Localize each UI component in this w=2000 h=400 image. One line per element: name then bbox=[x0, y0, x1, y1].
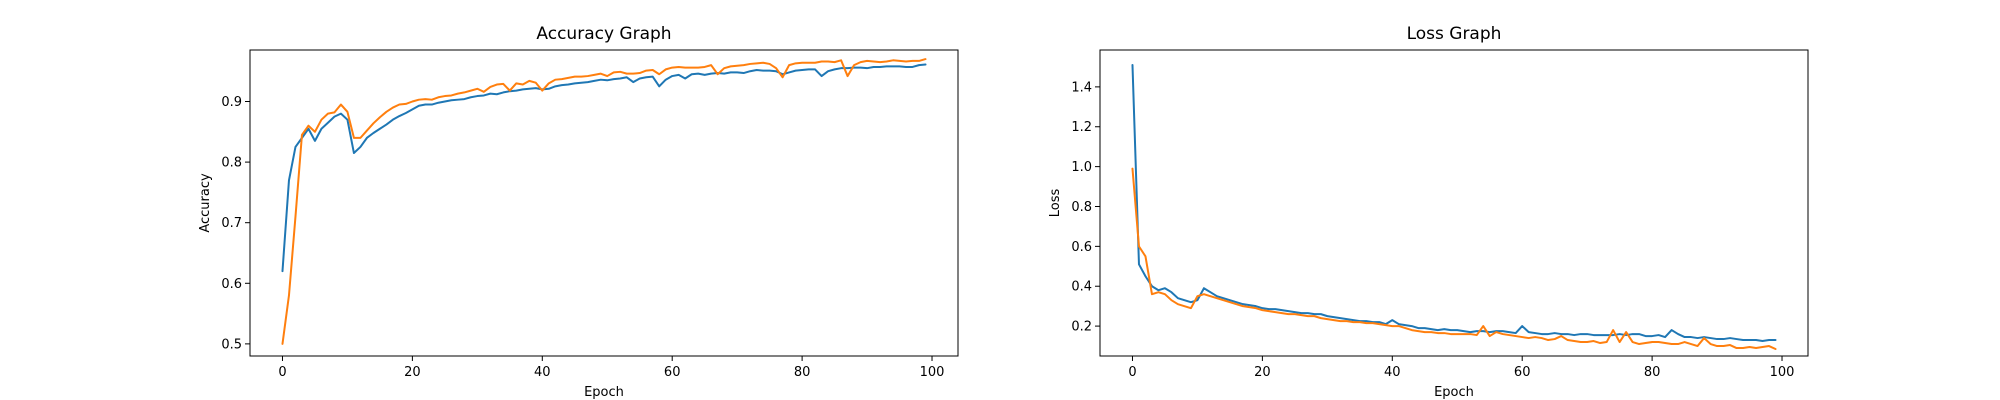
loss-x-tick-label: 60 bbox=[1514, 365, 1531, 380]
accuracy-x-tick-label: 20 bbox=[404, 365, 421, 380]
loss-y-tick-label: 0.4 bbox=[1071, 280, 1092, 295]
loss-title: Loss Graph bbox=[1407, 24, 1502, 44]
loss-x-tick-label: 40 bbox=[1384, 365, 1401, 380]
loss-y-ticks: 0.2 0.4 0.6 0.8 1.0 1.2 1.4 bbox=[1071, 80, 1100, 335]
accuracy-x-tick-label: 80 bbox=[794, 365, 811, 380]
loss-y-tick-label: 0.8 bbox=[1071, 200, 1092, 215]
accuracy-title: Accuracy Graph bbox=[536, 24, 671, 44]
loss-subplot: Loss Graph 0 20 40 60 80 100 0.2 0.4 0.6 0.8 1.0 1… bbox=[1048, 24, 1809, 400]
accuracy-y-tick-label: 0.5 bbox=[221, 337, 242, 352]
accuracy-x-ticks: 0 20 40 60 80 100 bbox=[278, 356, 944, 380]
loss-y-tick-label: 1.4 bbox=[1071, 80, 1092, 95]
loss-series-line-1 bbox=[1131, 63, 1777, 343]
loss-series-line-2 bbox=[1131, 167, 1777, 351]
loss-x-axis-label: Epoch bbox=[1434, 385, 1474, 400]
accuracy-x-axis-label: Epoch bbox=[584, 385, 624, 400]
loss-x-tick-label: 0 bbox=[1128, 365, 1136, 380]
accuracy-y-axis-label: Accuracy bbox=[198, 173, 213, 233]
loss-y-axis-label: Loss bbox=[1048, 189, 1063, 218]
accuracy-plot-frame bbox=[249, 49, 959, 357]
accuracy-x-tick-label: 0 bbox=[278, 365, 286, 380]
accuracy-y-tick-label: 0.6 bbox=[221, 277, 242, 292]
accuracy-series-line-2 bbox=[281, 58, 927, 345]
accuracy-lines bbox=[281, 58, 927, 345]
accuracy-y-tick-label: 0.8 bbox=[221, 156, 242, 171]
loss-y-tick-label: 0.2 bbox=[1071, 320, 1092, 335]
accuracy-y-tick-label: 0.9 bbox=[221, 95, 242, 110]
accuracy-x-tick-label: 100 bbox=[920, 365, 945, 380]
accuracy-y-ticks: 0.5 0.6 0.7 0.8 0.9 bbox=[221, 95, 250, 352]
loss-x-tick-label: 20 bbox=[1254, 365, 1271, 380]
loss-y-tick-label: 1.2 bbox=[1071, 120, 1092, 135]
accuracy-subplot: Accuracy Graph 0 20 40 60 80 100 0.5 0.6 0.7 0.8… bbox=[198, 24, 959, 400]
accuracy-x-tick-label: 40 bbox=[534, 365, 551, 380]
loss-lines bbox=[1131, 63, 1777, 351]
accuracy-y-tick-label: 0.7 bbox=[221, 216, 242, 231]
loss-y-tick-label: 1.0 bbox=[1071, 160, 1092, 175]
loss-plot-frame bbox=[1099, 49, 1809, 357]
loss-x-ticks: 0 20 40 60 80 100 bbox=[1128, 356, 1794, 380]
accuracy-x-tick-label: 60 bbox=[664, 365, 681, 380]
loss-x-tick-label: 100 bbox=[1770, 365, 1795, 380]
loss-y-tick-label: 0.6 bbox=[1071, 240, 1092, 255]
accuracy-series-line-1 bbox=[281, 63, 927, 273]
loss-x-tick-label: 80 bbox=[1644, 365, 1661, 380]
